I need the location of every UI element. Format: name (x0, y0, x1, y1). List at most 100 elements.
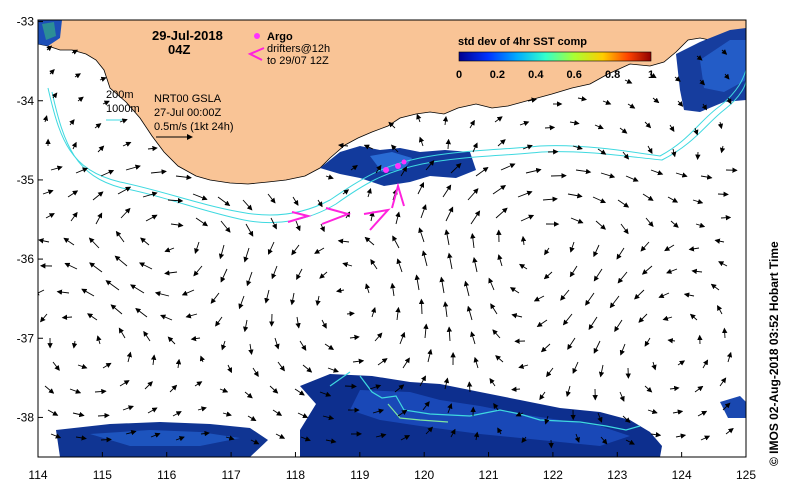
current-vector (73, 413, 84, 416)
current-vector (269, 242, 275, 254)
current-vector (95, 124, 101, 128)
current-vector (653, 362, 655, 370)
current-vector (347, 313, 354, 314)
current-vector (221, 221, 230, 232)
x-tick-label: 115 (93, 468, 112, 482)
current-vector (95, 391, 106, 392)
current-vector (545, 127, 554, 128)
argo-marker-icon (402, 160, 407, 165)
current-vector (192, 338, 200, 339)
current-vector (719, 262, 727, 266)
current-vector (111, 305, 122, 314)
current-vector (724, 329, 725, 339)
current-vector (140, 263, 152, 269)
current-vector (543, 199, 557, 200)
current-vector (245, 320, 247, 331)
colorbar-tick-label: 0.8 (605, 69, 620, 81)
current-vector (443, 185, 451, 197)
current-vector (296, 221, 300, 230)
current-vector (101, 171, 113, 177)
x-tick-label: 119 (350, 468, 369, 482)
current-vector (220, 245, 224, 258)
current-vector (292, 293, 294, 304)
current-vector (120, 381, 129, 386)
current-vector (148, 408, 157, 413)
legend-drifters-line1: drifters@12h (267, 43, 330, 55)
current-vector (518, 192, 532, 197)
current-vector (595, 125, 603, 129)
current-vector (193, 194, 207, 199)
current-vector (659, 293, 669, 297)
product-line3: 0.5m/s (1kt 24h) (154, 121, 233, 133)
current-vector (119, 328, 125, 338)
current-vector (445, 302, 447, 317)
current-vector (228, 365, 232, 372)
current-vector (90, 263, 102, 272)
current-vector (165, 272, 177, 274)
current-vector (726, 429, 733, 435)
current-vector (70, 120, 74, 125)
current-vector (617, 248, 624, 259)
current-vector (691, 314, 697, 320)
time-label: 04Z (168, 42, 190, 57)
x-tick-label: 114 (28, 468, 47, 482)
current-vector (45, 116, 47, 122)
current-vector (96, 213, 102, 224)
drifter-tracks (288, 186, 404, 230)
current-vector (542, 344, 550, 352)
current-vector (499, 255, 502, 266)
current-vector (618, 272, 627, 283)
current-vector (698, 411, 706, 416)
current-vector (326, 176, 333, 178)
current-vector (148, 148, 157, 149)
current-vector (490, 379, 495, 386)
current-vector (418, 183, 424, 194)
current-vector (601, 173, 614, 177)
argo-marker-icon (395, 163, 401, 169)
current-vector (293, 197, 298, 205)
current-vector (493, 330, 500, 338)
current-vector (123, 406, 133, 410)
current-vector (248, 416, 256, 421)
current-vector (171, 224, 183, 226)
current-vector (343, 263, 352, 266)
current-vector (564, 314, 573, 325)
current-vector (65, 263, 77, 269)
current-vector (53, 362, 59, 370)
product-line2: 27-Jul 00:00Z (154, 107, 222, 119)
current-vector (446, 207, 453, 221)
current-vector (82, 289, 94, 296)
current-vector (589, 317, 597, 329)
current-vector (545, 272, 553, 279)
current-vector (570, 122, 579, 124)
credit-label: © IMOS 02-Aug-2018 03:52 Hobart Time (767, 241, 781, 466)
current-vector (653, 98, 659, 103)
colorbar-tick-label: 0.4 (528, 69, 544, 81)
current-vector (663, 317, 672, 320)
current-vector (400, 333, 404, 344)
current-vector (496, 208, 507, 218)
current-vector (511, 288, 519, 293)
x-tick-label: 120 (414, 468, 434, 482)
current-vector (90, 238, 100, 248)
current-vector (468, 307, 472, 320)
current-vector (250, 344, 252, 354)
current-vector (421, 300, 422, 315)
current-vector (75, 74, 80, 77)
colorbar-tick-label: 0.6 (567, 69, 582, 81)
current-vector (322, 320, 326, 328)
current-vector (365, 238, 374, 246)
y-tick-label: -37 (17, 331, 35, 345)
x-tick-label: 116 (157, 468, 176, 482)
current-vector (98, 336, 100, 344)
current-vector (594, 269, 602, 281)
current-vector (547, 368, 553, 376)
current-vector (593, 197, 605, 203)
current-vector (520, 264, 527, 269)
current-vector (78, 365, 87, 368)
current-vector (445, 117, 446, 125)
current-vector (88, 314, 97, 320)
current-vector (498, 140, 505, 146)
current-vector (545, 248, 549, 255)
